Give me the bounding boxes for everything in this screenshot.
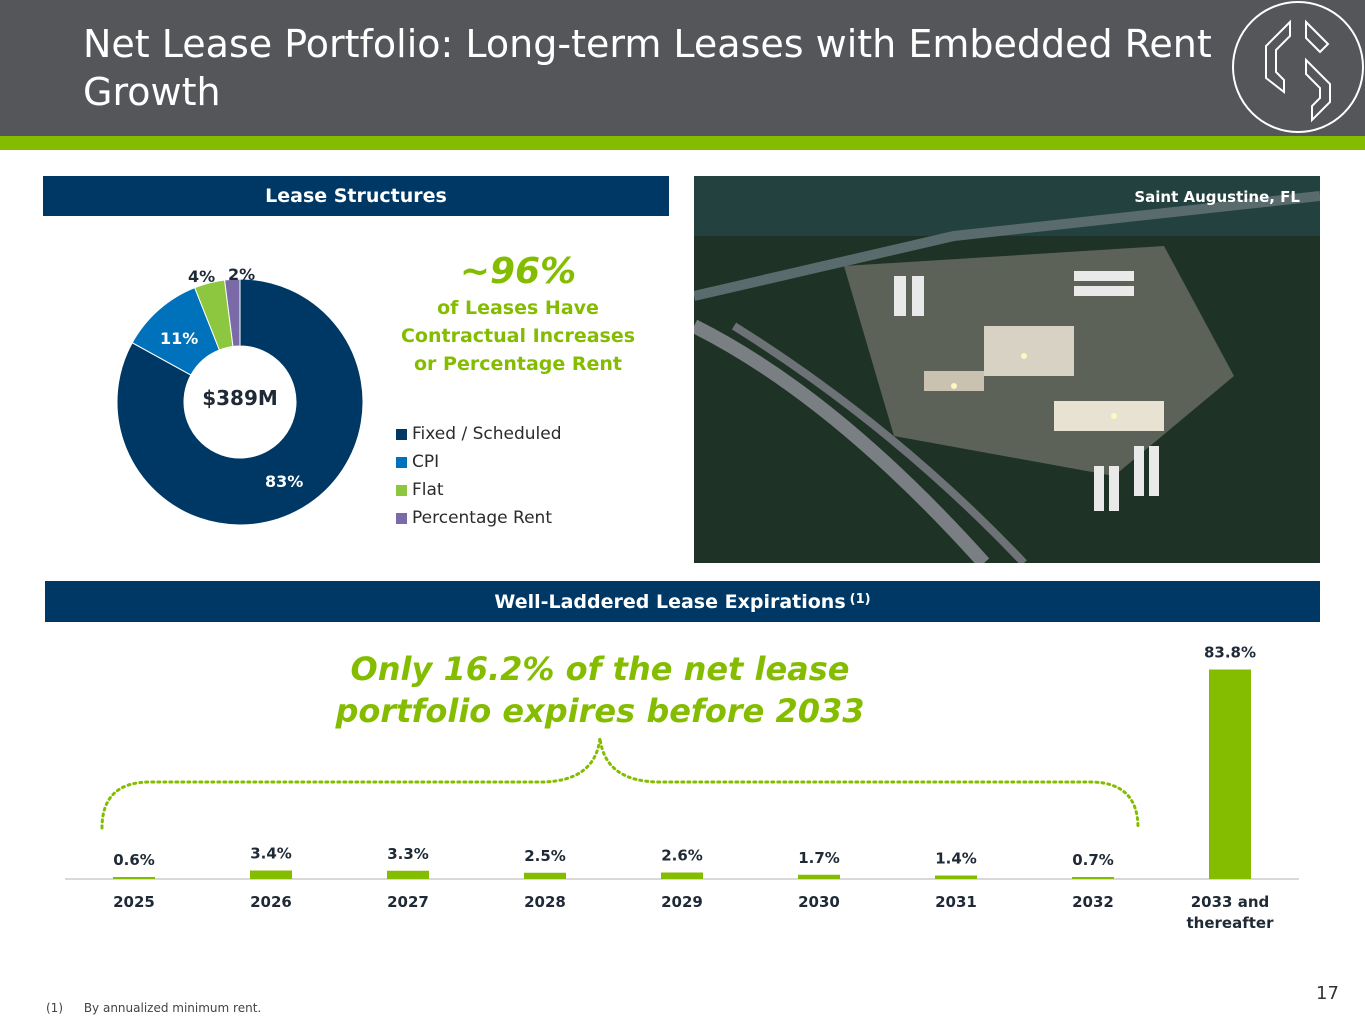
- bar-value-label: 2.5%: [524, 847, 566, 865]
- footnote-marker: (1): [849, 592, 871, 607]
- x-tick-label: 2032: [1072, 893, 1114, 911]
- bar-2030: [798, 874, 840, 879]
- bracket-connector: [100, 737, 1140, 830]
- bar-value-label: 1.7%: [798, 849, 840, 867]
- legend-item-cpi: CPI: [396, 448, 562, 476]
- legend-label: Percentage Rent: [412, 508, 552, 528]
- legend-swatch: [396, 456, 407, 468]
- bar-2028: [524, 872, 566, 879]
- legend-swatch: [396, 512, 407, 524]
- legend-swatch: [396, 428, 407, 440]
- bar-2031: [935, 875, 977, 879]
- bar-value-label: 3.4%: [250, 845, 292, 863]
- slice-fixed-scheduled: [116, 278, 364, 526]
- accent-band: [0, 136, 1365, 150]
- lease-structures-title: Lease Structures: [265, 185, 447, 207]
- bar-value-label: 2.6%: [661, 847, 703, 865]
- slice-label-cpi: 11%: [160, 329, 199, 348]
- company-logo: [1232, 1, 1364, 133]
- donut-legend: Fixed / Scheduled CPI Flat Percentage Re…: [396, 420, 562, 532]
- bar-value-label: 0.6%: [113, 851, 155, 869]
- lease-expirations-header: Well-Laddered Lease Expirations (1): [45, 581, 1320, 622]
- slice-percentage-rent: [224, 278, 241, 348]
- page-number: 17: [1316, 983, 1339, 1004]
- x-tick-label: 2031: [935, 893, 977, 911]
- donut-chart: [116, 278, 364, 526]
- x-tick-label: 2027: [387, 893, 429, 911]
- legend-item-flat: Flat: [396, 476, 562, 504]
- callout-description: of Leases Have Contractual Increases or …: [400, 297, 636, 375]
- x-tick-label: 2025: [113, 893, 155, 911]
- lease-expirations-title: Well-Laddered Lease Expirations: [494, 590, 846, 613]
- footnote-number: (1): [46, 1001, 63, 1015]
- bar-2026: [250, 870, 292, 879]
- legend-label: CPI: [412, 452, 440, 472]
- bar-2027: [387, 870, 429, 879]
- legend-item-fixed: Fixed / Scheduled: [396, 420, 562, 448]
- page-title: Net Lease Portfolio: Long-term Leases wi…: [83, 22, 1212, 114]
- bar-value-label: 0.7%: [1072, 851, 1114, 869]
- callout-percentage: ~96%: [459, 251, 577, 292]
- lease-structure-donut: $389M 83% 11% 4% 2%: [100, 256, 390, 546]
- legend-label: Fixed / Scheduled: [412, 424, 562, 444]
- bar-2032: [1072, 877, 1114, 879]
- slice-label-fixed: 83%: [265, 472, 304, 491]
- x-tick-label: 2030: [798, 893, 840, 911]
- slice-label-percentage: 2%: [228, 265, 256, 284]
- slice-label-flat: 4%: [188, 267, 216, 286]
- x-tick-label: 2029: [661, 893, 703, 911]
- x-tick-label: 2033 and thereafter: [1187, 893, 1275, 932]
- legend-item-percentage-rent: Percentage Rent: [396, 504, 562, 532]
- bar-value-label: 83.8%: [1204, 644, 1256, 662]
- bar-2029: [661, 872, 703, 879]
- donut-center-total: $389M: [202, 386, 278, 410]
- x-tick-label: 2026: [250, 893, 292, 911]
- lease-structures-header: Lease Structures: [43, 176, 669, 216]
- property-aerial-photo: Saint Augustine, FL: [694, 176, 1320, 563]
- photo-location-caption: Saint Augustine, FL: [1134, 188, 1300, 206]
- bar-value-label: 1.4%: [935, 850, 977, 868]
- bar-2025: [113, 877, 155, 879]
- footnote-text: By annualized minimum rent.: [83, 1001, 262, 1015]
- photo-illustration: [694, 176, 1320, 563]
- bar-2033: [1209, 669, 1251, 879]
- expiration-headline: Only 16.2% of the net lease portfolio ex…: [335, 650, 865, 730]
- x-tick-label: 2028: [524, 893, 566, 911]
- bar-value-label: 3.3%: [387, 845, 429, 863]
- legend-label: Flat: [412, 480, 444, 500]
- footnote: (1) By annualized minimum rent.: [46, 1001, 261, 1015]
- contractual-increase-callout: ~96% of Leases Have Contractual Increase…: [390, 250, 646, 378]
- legend-swatch: [396, 484, 407, 496]
- header-banner: Net Lease Portfolio: Long-term Leases wi…: [0, 0, 1365, 136]
